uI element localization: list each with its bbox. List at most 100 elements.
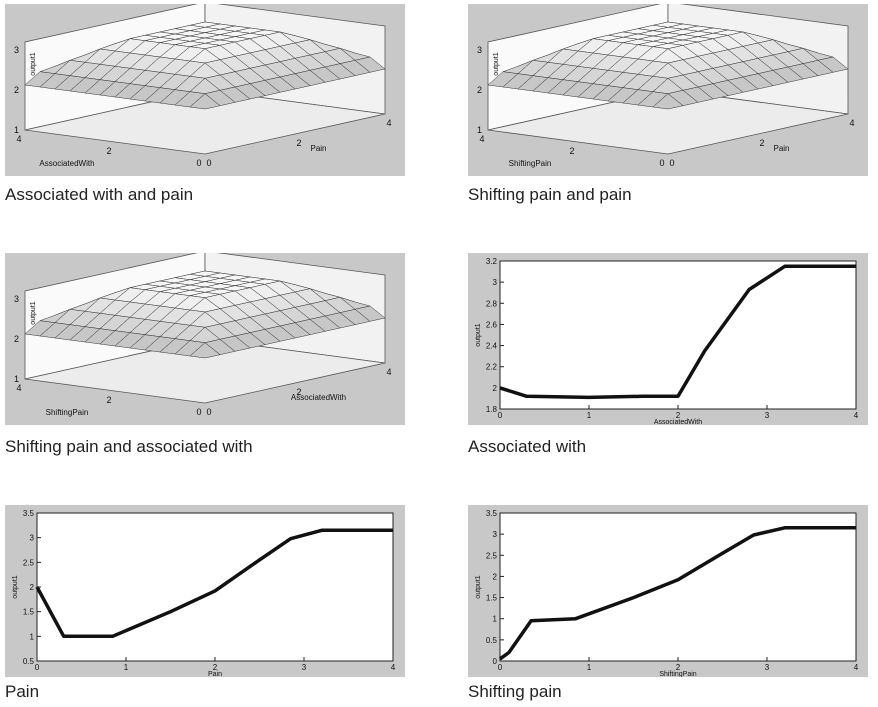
x-axis-label: AssociatedWith bbox=[654, 419, 702, 425]
caption-5: Pain bbox=[5, 682, 40, 701]
x-tick-label: 1 bbox=[587, 663, 592, 672]
x-tick-label: 2 bbox=[296, 387, 301, 397]
z-tick-label: 2 bbox=[477, 85, 482, 95]
y-tick-label: 0 bbox=[196, 158, 201, 168]
x-tick-label: 2 bbox=[296, 138, 301, 148]
x-tick-label: 4 bbox=[386, 118, 391, 128]
y-tick-label: 1.5 bbox=[486, 594, 498, 603]
x-tick-label: 3 bbox=[765, 411, 770, 420]
y-tick-label: 2.5 bbox=[486, 551, 498, 560]
z-tick-label: 3 bbox=[14, 294, 19, 304]
z-tick-label: 1 bbox=[14, 125, 19, 135]
z-axis-label: output1 bbox=[493, 52, 500, 75]
y-tick-label: 3.5 bbox=[486, 509, 498, 518]
y-tick-label: 2 bbox=[493, 384, 498, 393]
x-tick-label: 4 bbox=[386, 367, 391, 377]
y-axis-label: output1 bbox=[475, 323, 482, 346]
y-tick-label: 4 bbox=[479, 134, 484, 144]
y-tick-label: 2 bbox=[493, 572, 498, 581]
y-tick-label: 4 bbox=[16, 383, 21, 393]
x-axis-label: AssociatedWith bbox=[291, 393, 346, 402]
y-tick-label: 3.2 bbox=[486, 257, 498, 266]
x-tick-label: 2 bbox=[759, 138, 764, 148]
series-line bbox=[499, 264, 856, 400]
line-plot-6: 0 1 2 3 4 0 0.5 1 1.5 2 2.5 3 3.5 ShiftingPain output1 bbox=[468, 505, 868, 677]
x-tick-label: 3 bbox=[765, 663, 770, 672]
x-tick-label: 0 bbox=[206, 407, 211, 417]
x-tick-label: 2 bbox=[676, 411, 681, 420]
y-tick-label: 3 bbox=[493, 278, 498, 287]
y-tick-label: 0 bbox=[196, 407, 201, 417]
x-axis-label: ShiftingPain bbox=[659, 671, 696, 677]
y-tick-label: 2.5 bbox=[23, 558, 35, 567]
x-tick-label: 0 bbox=[35, 663, 40, 672]
series-line bbox=[498, 526, 856, 661]
surface-cell bbox=[652, 93, 684, 110]
y-tick-label: 2.2 bbox=[486, 363, 498, 372]
x-tick-label: 4 bbox=[854, 663, 859, 672]
y-tick-label: 1.5 bbox=[23, 608, 35, 617]
z-tick-label: 3 bbox=[477, 45, 482, 55]
y-tick-label: 2.4 bbox=[486, 342, 498, 351]
x-tick-label: 2 bbox=[676, 663, 681, 672]
y-axis-label: output1 bbox=[475, 575, 482, 598]
x-tick-label: 0 bbox=[206, 158, 211, 168]
y-tick-label: 0.5 bbox=[23, 657, 35, 666]
x-tick-label: 1 bbox=[124, 663, 129, 672]
x-axis-label: Pain bbox=[773, 144, 789, 153]
x-tick-label: 4 bbox=[854, 411, 859, 420]
figure-4: 0 1 2 3 4 1.8 2 2.2 2.4 2.6 2.8 3 3.2 AssociatedWith o… bbox=[468, 253, 868, 425]
x-tick-label: 3 bbox=[302, 663, 307, 672]
x-axis-label: Pain bbox=[208, 671, 222, 677]
y-tick-label: 0 bbox=[493, 657, 498, 666]
y-tick-label: 2 bbox=[106, 146, 111, 156]
y-axis-label: output1 bbox=[12, 575, 19, 598]
z-tick-label: 2 bbox=[14, 334, 19, 344]
plot-area bbox=[36, 512, 394, 662]
y-tick-label: 1.8 bbox=[486, 405, 498, 414]
y-tick-label: 2 bbox=[569, 146, 574, 156]
y-axis-label: ShiftingPain bbox=[46, 408, 89, 417]
caption-2: Shifting pain and pain bbox=[468, 185, 632, 204]
figure-5: 0 1 2 3 4 0.5 1 1.5 2 2.5 3 3.5 Pain output1 bbox=[5, 505, 405, 677]
z-tick-label: 1 bbox=[477, 125, 482, 135]
y-axis-label: ShiftingPain bbox=[509, 159, 552, 168]
figure-3: 1 2 3 output1 0 2 4 AssociatedWith 0 2 4 ShiftingPa… bbox=[5, 253, 405, 425]
z-tick-label: 1 bbox=[14, 374, 19, 384]
surface-cell bbox=[189, 342, 221, 359]
surface-plot-3: 1 2 3 output1 0 2 4 AssociatedWith 0 2 4 ShiftingPa… bbox=[5, 253, 405, 425]
figure-6: 0 1 2 3 4 0 0.5 1 1.5 2 2.5 3 3.5 ShiftingPain output1 bbox=[468, 505, 868, 677]
y-tick-label: 2 bbox=[30, 583, 35, 592]
caption-3: Shifting pain and associated with bbox=[5, 437, 253, 456]
figure-2: 1 2 3 output1 0 2 4 Pain 0 2 4 ShiftingPain bbox=[468, 4, 868, 176]
figure-1: 1 2 3 output1 0 2 4 Pain 0 2 4 AssociatedWith bbox=[5, 4, 405, 176]
y-axis-label: AssociatedWith bbox=[39, 159, 94, 168]
caption-1: Associated with and pain bbox=[5, 185, 194, 204]
y-tick-label: 4 bbox=[16, 134, 21, 144]
caption-4: Associated with bbox=[468, 437, 587, 456]
y-tick-label: 2.6 bbox=[486, 320, 498, 329]
surface-cell bbox=[189, 93, 221, 110]
y-tick-label: 3 bbox=[493, 530, 498, 539]
y-tick-label: 3 bbox=[30, 534, 35, 543]
z-axis-label: output1 bbox=[30, 52, 37, 75]
x-tick-label: 0 bbox=[669, 158, 674, 168]
surface-plot-2: 1 2 3 output1 0 2 4 Pain 0 2 4 ShiftingPain bbox=[468, 4, 868, 176]
line-plot-5: 0 1 2 3 4 0.5 1 1.5 2 2.5 3 3.5 Pain output1 bbox=[5, 505, 405, 677]
z-axis-label: output1 bbox=[30, 301, 37, 324]
caption-6: Shifting pain bbox=[468, 682, 562, 701]
x-tick-label: 0 bbox=[498, 663, 503, 672]
x-tick-label: 0 bbox=[498, 411, 503, 420]
y-tick-label: 0.5 bbox=[486, 636, 498, 645]
z-tick-label: 3 bbox=[14, 45, 19, 55]
y-tick-label: 3.5 bbox=[23, 509, 35, 518]
z-tick-label: 2 bbox=[14, 85, 19, 95]
plot-area bbox=[499, 260, 857, 410]
y-tick-label: 1 bbox=[30, 632, 35, 641]
y-tick-label: 2 bbox=[106, 395, 111, 405]
line-plot-4: 0 1 2 3 4 1.8 2 2.2 2.4 2.6 2.8 3 3.2 AssociatedWith o… bbox=[468, 253, 868, 425]
x-tick-label: 1 bbox=[587, 411, 592, 420]
series-line bbox=[35, 528, 393, 639]
surface-plot-1: 1 2 3 output1 0 2 4 Pain 0 2 4 AssociatedWith bbox=[5, 4, 405, 176]
x-axis-label: Pain bbox=[310, 144, 326, 153]
